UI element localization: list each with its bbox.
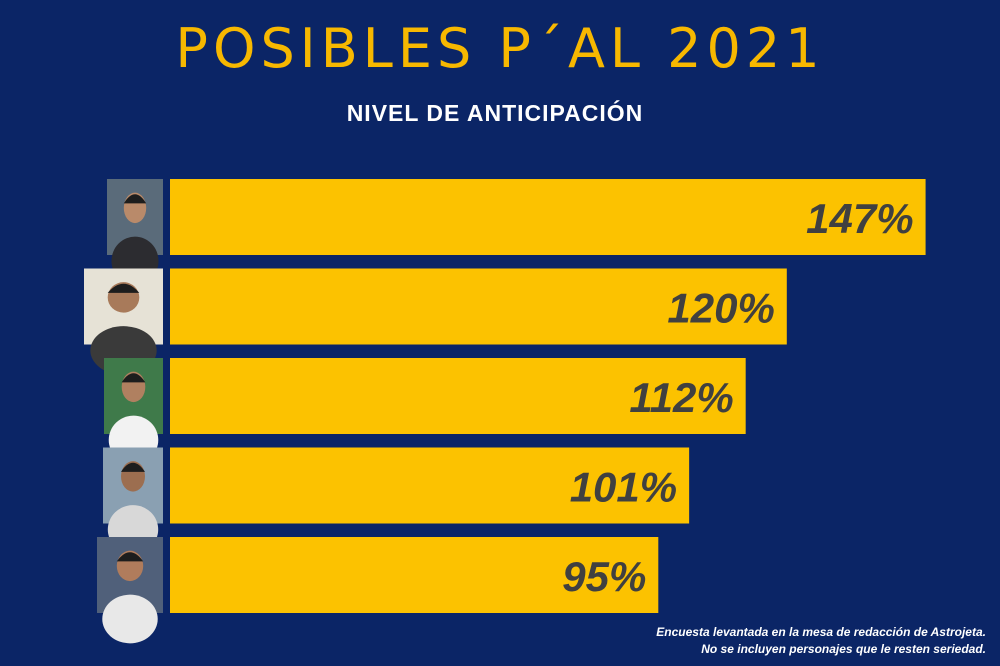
footnote-line-1: Encuesta levantada en la mesa de redacci… bbox=[656, 625, 986, 639]
bar bbox=[170, 447, 690, 524]
footnote: Encuesta levantada en la mesa de redacci… bbox=[656, 624, 986, 658]
person-photo bbox=[97, 537, 163, 644]
person-photo bbox=[103, 447, 163, 554]
bar bbox=[170, 179, 926, 255]
data-label: 147% bbox=[806, 195, 913, 242]
data-label: 95% bbox=[562, 553, 646, 600]
bar bbox=[170, 358, 746, 434]
data-label: 101% bbox=[570, 464, 677, 511]
footnote-line-2: No se incluyen personajes que le resten … bbox=[701, 642, 986, 656]
data-label: 112% bbox=[629, 374, 733, 421]
bar bbox=[170, 268, 787, 345]
chart-title: POSIBLES P´AL 2021 bbox=[175, 17, 825, 80]
data-label: 120% bbox=[667, 285, 774, 332]
bar bbox=[170, 537, 659, 613]
chart-subtitle: NIVEL DE ANTICIPACIÓN bbox=[346, 100, 644, 126]
